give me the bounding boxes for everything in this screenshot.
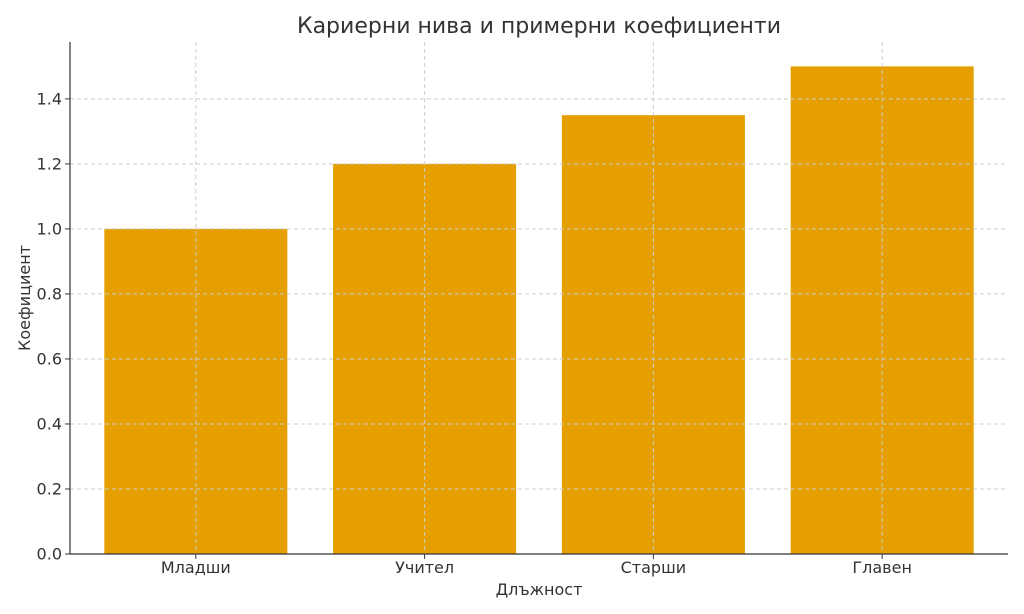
y-tick-label: 0.4 <box>37 414 62 433</box>
y-axis-label: Коефициент <box>15 245 34 351</box>
x-tick-label: Младши <box>161 558 231 577</box>
y-tick-label: 0.2 <box>37 479 62 498</box>
bar-3 <box>561 115 745 555</box>
y-tick-label: 1.2 <box>37 154 62 173</box>
x-tick-label: Главен <box>852 558 912 577</box>
y-tick-label: 1.4 <box>37 89 62 108</box>
y-tick-label: 0.6 <box>37 349 62 368</box>
chart-title: Кариерни нива и примерни коефициенти <box>297 14 781 39</box>
y-tick-label: 1.0 <box>37 219 62 238</box>
y-tick-label: 0.0 <box>37 545 62 564</box>
y-ticks: 0.0 0.2 0.4 0.6 0.8 1.0 1.2 1.4 <box>37 89 70 564</box>
x-ticks: Младши Учител Старши Главен <box>161 554 912 577</box>
x-axis-label: Длъжност <box>496 580 583 599</box>
bars <box>104 66 974 555</box>
axes <box>69 42 1008 555</box>
x-tick-label: Учител <box>395 558 454 577</box>
x-tick-label: Старши <box>621 558 687 577</box>
y-tick-label: 0.8 <box>37 284 62 303</box>
grid <box>70 42 1008 555</box>
